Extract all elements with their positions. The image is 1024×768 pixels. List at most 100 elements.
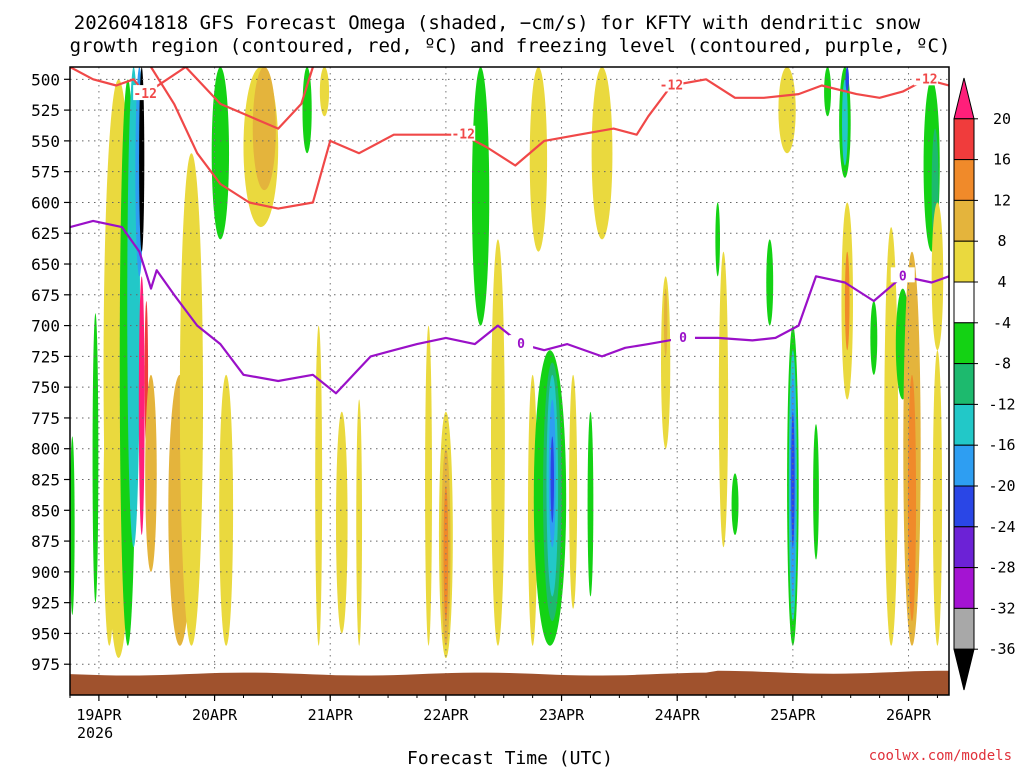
dgz-bottom-contour-label-bg [913,70,938,86]
colorbar: 20 16 12 8 4 -4 -8 -12 -16 -20 -24 -28 -32 -36 [953,77,1016,691]
colorbar-segment-12 [953,567,975,609]
colorbar-label--24: -24 [988,518,1015,536]
omega-region-19 [315,325,323,646]
colorbar-segment-14 [953,648,975,691]
y-tick-label-700: 700 [31,317,60,336]
colorbar-segment-3 [953,199,975,242]
y-tick-label-750: 750 [31,378,60,397]
omega-region-60 [907,374,917,622]
y-tick-label-500: 500 [31,70,60,89]
omega-region-49 [791,411,795,548]
omega-region-53 [845,67,849,92]
omega-region-8 [138,276,145,535]
y-tick-label-925: 925 [31,594,60,613]
credit-text: coolwx.com/models [869,748,1012,764]
colorbar-segment-11 [953,526,975,569]
colorbar-label-16: 16 [993,151,1011,169]
omega-region-20 [336,411,348,634]
dgz-bottom-contour-label-bg [659,76,684,92]
gridlines [70,67,949,695]
x-tick-label-19APR: 19APR [76,706,122,724]
omega-region-34 [550,436,555,523]
colorbar-label-12: 12 [993,191,1011,209]
colorbar-segment-1 [953,118,975,161]
omega-region-16 [252,67,276,191]
dgz-bottom-contour-label: -12 [451,128,474,143]
omega-region-64 [932,350,943,646]
colorbar-segment-2 [953,159,975,201]
x-axis-title: Forecast Time (UTC) [407,748,613,768]
colorbar-label--8: -8 [993,355,1011,373]
colorbar-label--28: -28 [988,559,1015,577]
y-tick-label-525: 525 [31,101,60,120]
omega-region-55 [844,251,850,351]
omega-region-50 [813,424,819,560]
colorbar-label--16: -16 [988,436,1015,454]
omega-region-26 [471,67,490,326]
dgz-top-contour-label: -12 [133,87,156,102]
y-tick-label-725: 725 [31,347,60,366]
colorbar-segment-4 [953,240,975,283]
colorbar-label-4: 4 [997,273,1006,291]
y-tick-label-650: 650 [31,255,60,274]
omega-region-17 [302,67,312,154]
freezing-level-contour-label: 0 [517,337,525,352]
dgz-bottom-contour-label: -12 [914,72,937,87]
colorbar-segment-6 [953,322,975,365]
colorbar-segment-9 [953,444,975,487]
dgz-top-contour [70,67,314,130]
x-tick-label-24APR: 24APR [655,706,701,724]
omega-region-44 [778,67,796,154]
colorbar-label--32: -32 [988,599,1015,617]
y-tick-label-850: 850 [31,501,60,520]
omega-region-12 [179,153,204,646]
contours: -12 -12 -12 -12 0 0 0 [70,67,949,395]
omega-region-21 [356,399,363,646]
omega-region-56 [870,300,878,375]
colorbar-segment-8 [953,403,975,446]
y-tick-label-875: 875 [31,532,60,551]
omega-region-40 [715,202,720,277]
omega-region-38 [661,276,671,449]
omega-region-22 [425,325,433,646]
y-tick-label-975: 975 [31,655,60,674]
x-axis-year: 2026 [77,724,113,742]
colorbar-segment-5 [953,281,975,324]
colorbar-label-8: 8 [997,232,1006,250]
chart-title-line2: growth region (contoured, red, ºC) and f… [70,35,951,57]
colorbar-label--36: -36 [988,640,1015,658]
y-tick-label-675: 675 [31,286,60,305]
y-tick-label-600: 600 [31,193,60,212]
omega-region-57 [884,227,899,646]
omega-region-1 [92,313,99,603]
omega-region-7 [139,67,145,252]
x-tick-label-23APR: 23APR [539,706,585,724]
colorbar-label--20: -20 [988,477,1015,495]
dgz-top-contour-label-bg [133,85,158,101]
omega-region-13 [211,67,230,240]
y-axis: 500 525 550 575 600 625 650 675 700 725 750 775 800 8… [31,70,70,674]
omega-region-39 [663,288,668,357]
x-tick-label-21APR: 21APR [308,706,354,724]
x-tick-label-25APR: 25APR [770,706,816,724]
x-tick-label-20APR: 20APR [192,706,238,724]
y-tick-label-950: 950 [31,624,60,643]
freezing-level-contour [70,219,949,395]
omega-region-27 [490,239,505,646]
omega-region-43 [766,239,774,326]
colorbar-label-20: 20 [993,110,1011,128]
y-tick-label-575: 575 [31,163,60,182]
freezing-level-contour-label-bg [509,335,534,351]
omega-region-18 [319,67,330,117]
omega-region-52 [842,79,848,166]
freezing-level-contour-label: 0 [679,331,687,346]
colorbar-label--12: -12 [988,395,1015,413]
terrain-ground [70,670,949,695]
y-tick-label-900: 900 [31,563,60,582]
omega-region-10 [145,374,157,572]
colorbar-segment-7 [953,363,975,405]
omega-shading [70,67,944,659]
omega-region-41 [718,251,729,548]
y-tick-label-825: 825 [31,471,60,490]
